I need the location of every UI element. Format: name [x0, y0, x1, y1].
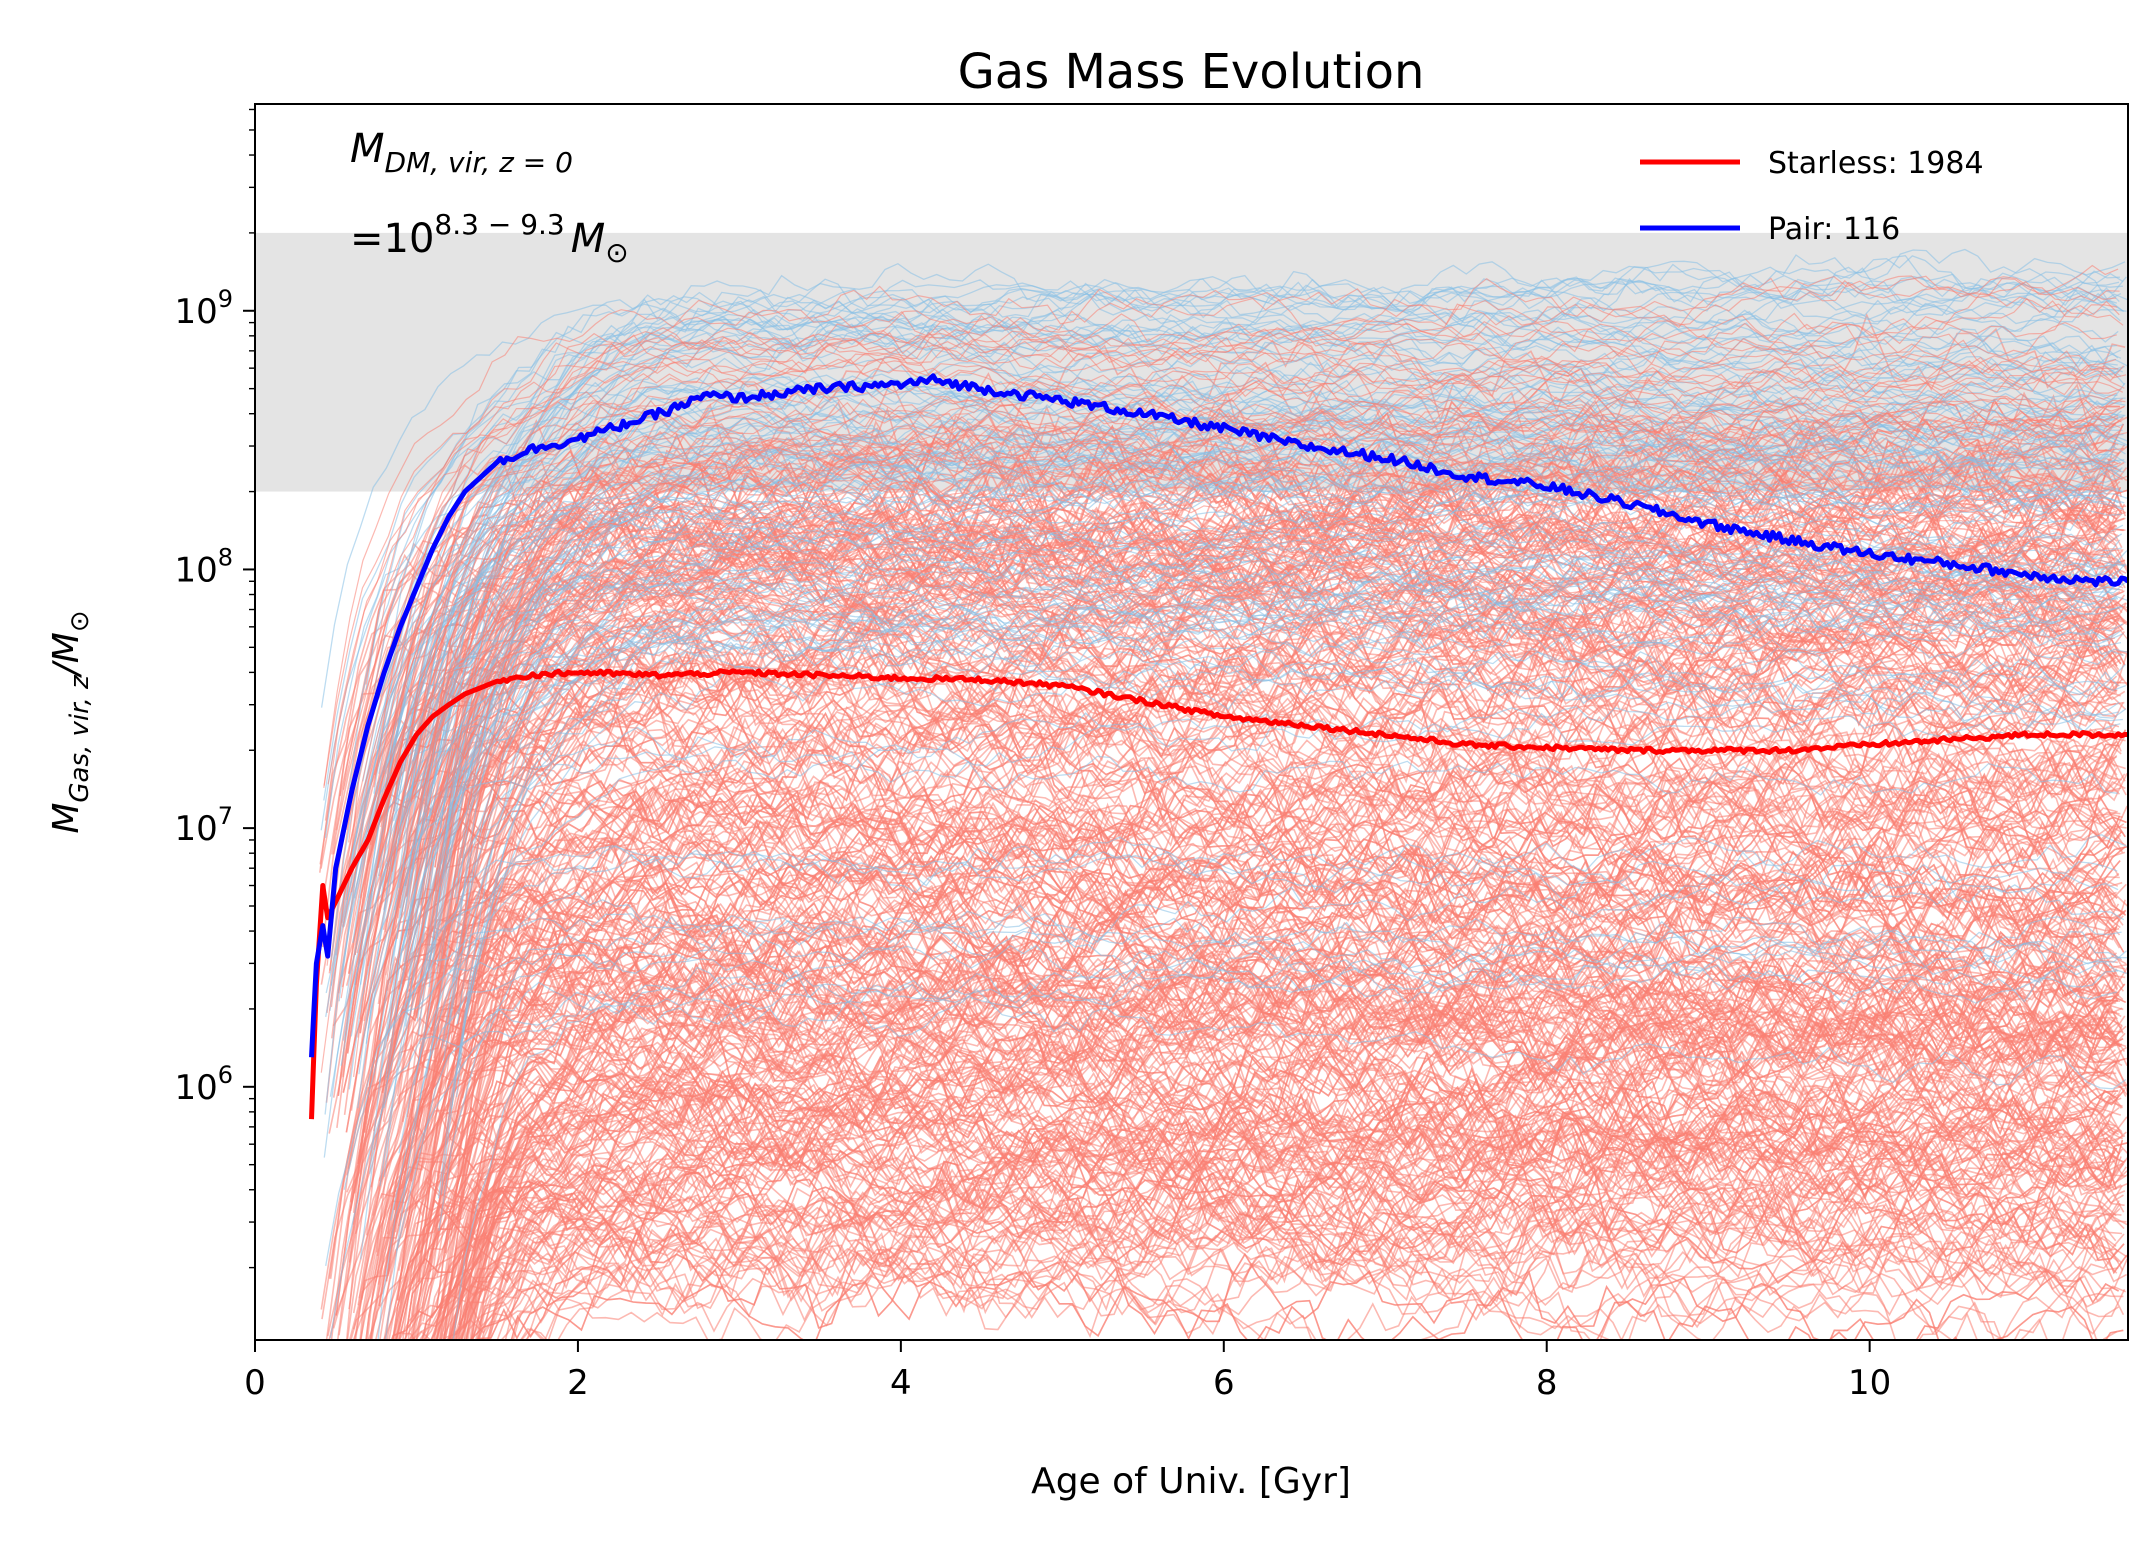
y-axis-ticks: 106 107 108 109	[174, 109, 255, 1267]
chart-title: Gas Mass Evolution	[958, 44, 1425, 100]
x-tick-label: 0	[244, 1363, 266, 1403]
legend-label-pair: Pair: 116	[1768, 212, 1900, 247]
legend-label-starless: Starless: 1984	[1768, 146, 1984, 181]
x-axis-label: Age of Univ. [Gyr]	[1031, 1461, 1351, 1502]
y-tick-label: 108	[174, 543, 233, 590]
x-tick-label: 2	[567, 1363, 589, 1403]
x-tick-label: 10	[1848, 1363, 1891, 1403]
x-tick-label: 6	[1213, 1363, 1235, 1403]
x-tick-label: 4	[890, 1363, 912, 1403]
y-tick-label: 109	[174, 285, 233, 332]
x-axis-ticks: 0 2 4 6 8 10	[244, 1340, 1891, 1403]
y-axis-label: MGas, vir, z/M⊙	[46, 610, 95, 833]
x-tick-label: 8	[1536, 1363, 1558, 1403]
y-tick-label: 106	[174, 1061, 233, 1108]
y-tick-label: 107	[174, 802, 233, 849]
